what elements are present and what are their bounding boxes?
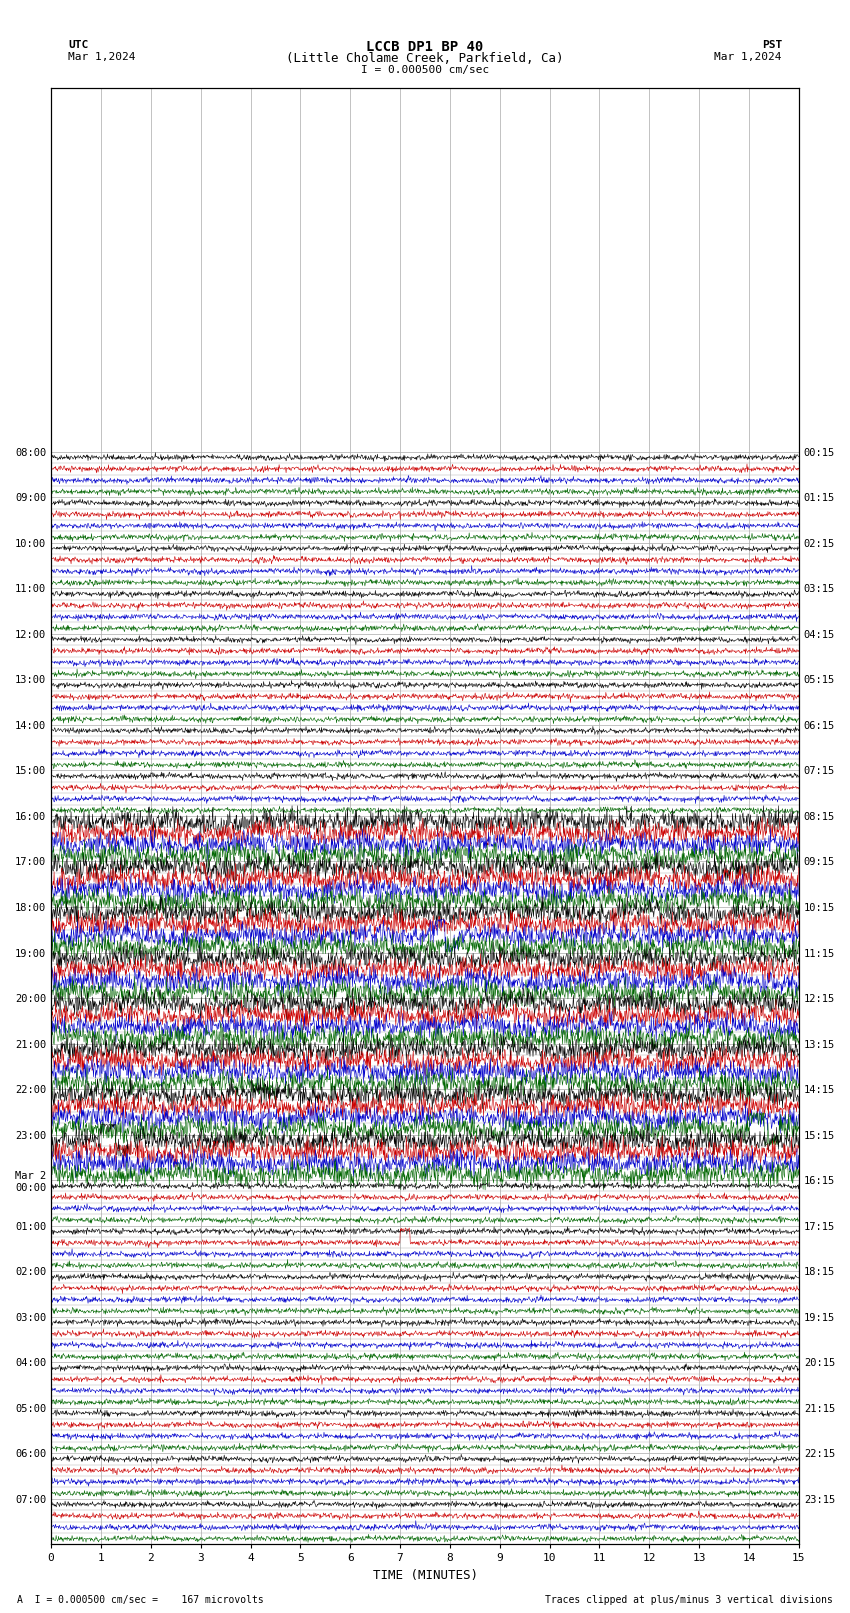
Text: Mar 1,2024: Mar 1,2024	[715, 52, 782, 61]
Text: Mar 1,2024: Mar 1,2024	[68, 52, 135, 61]
Text: LCCB DP1 BP 40: LCCB DP1 BP 40	[366, 40, 484, 55]
Text: A  I = 0.000500 cm/sec =    167 microvolts: A I = 0.000500 cm/sec = 167 microvolts	[17, 1595, 264, 1605]
Text: PST: PST	[762, 40, 782, 50]
Text: UTC: UTC	[68, 40, 88, 50]
Text: I = 0.000500 cm/sec: I = 0.000500 cm/sec	[361, 65, 489, 74]
Text: Traces clipped at plus/minus 3 vertical divisions: Traces clipped at plus/minus 3 vertical …	[545, 1595, 833, 1605]
Text: (Little Cholame Creek, Parkfield, Ca): (Little Cholame Creek, Parkfield, Ca)	[286, 52, 564, 65]
X-axis label: TIME (MINUTES): TIME (MINUTES)	[372, 1569, 478, 1582]
